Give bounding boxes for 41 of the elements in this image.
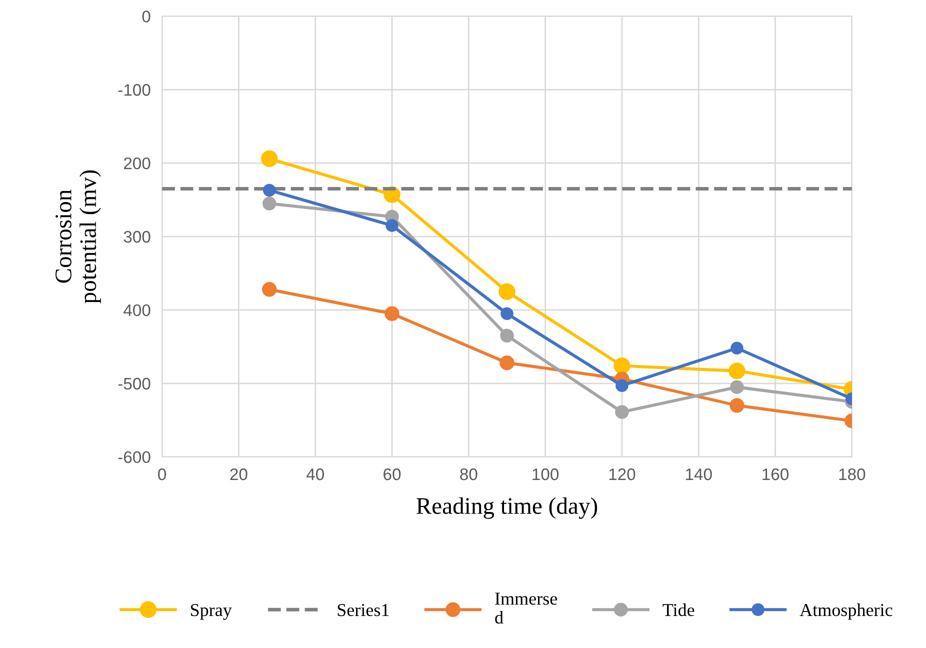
y-tick-label: -600 [118,451,150,464]
point [498,283,516,300]
y-tick-label: 0 [142,10,150,22]
legend-label: Immerse d [495,592,558,624]
y-tick-label: 200 [124,157,150,170]
x-tick-label: 20 [230,468,248,480]
legend-label: Spray [190,604,232,620]
x-tick-label: 40 [306,468,324,480]
x-tick-label: 80 [460,468,478,480]
point [262,184,276,197]
point [262,282,277,297]
legend-label: Series1 [338,604,389,616]
point [730,398,744,413]
x-tick-label: 160 [762,468,789,480]
point [500,328,514,343]
point [261,150,278,168]
point [728,362,746,380]
point [615,405,629,419]
x-tick-label: 0 [158,468,166,480]
x-tick-label: 60 [384,468,401,480]
legend-label: Tide [662,603,694,616]
x-tick-label: 120 [609,468,636,480]
point [262,196,276,210]
x-tick-label: 140 [686,468,712,480]
y-tick-label: -500 [118,378,150,390]
point [386,219,398,232]
point [616,379,628,392]
x-axis-title: Reading time (day) [416,497,598,519]
point [614,357,630,374]
point [500,307,514,320]
x-tick-label: 100 [532,468,559,480]
point [384,306,400,321]
y-axis-title: Corrosion potential (mv) [56,170,101,304]
point [730,380,744,394]
y-tick-label: -100 [118,84,150,96]
point [730,342,744,355]
legend-label: Atmospheric [800,603,892,620]
y-tick-label: 400 [124,304,150,316]
y-tick-label: 300 [124,230,150,243]
point [500,355,514,370]
x-tick-label: 180 [839,468,866,480]
